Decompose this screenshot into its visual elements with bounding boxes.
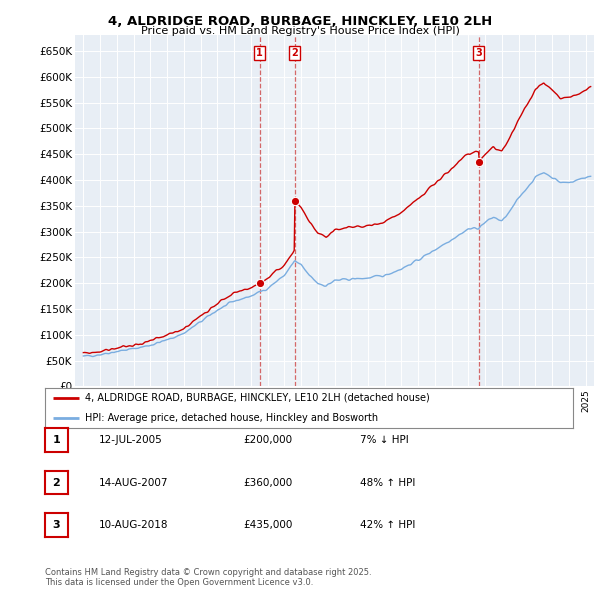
Text: 4, ALDRIDGE ROAD, BURBAGE, HINCKLEY, LE10 2LH (detached house): 4, ALDRIDGE ROAD, BURBAGE, HINCKLEY, LE1…: [85, 393, 430, 402]
Text: £360,000: £360,000: [243, 478, 292, 487]
Text: 10-AUG-2018: 10-AUG-2018: [99, 520, 169, 530]
Bar: [295, 35, 479, 386]
Text: 7% ↓ HPI: 7% ↓ HPI: [360, 435, 409, 445]
Text: 42% ↑ HPI: 42% ↑ HPI: [360, 520, 415, 530]
Text: HPI: Average price, detached house, Hinckley and Bosworth: HPI: Average price, detached house, Hinc…: [85, 413, 378, 422]
Text: 4, ALDRIDGE ROAD, BURBAGE, HINCKLEY, LE10 2LH: 4, ALDRIDGE ROAD, BURBAGE, HINCKLEY, LE1…: [108, 15, 492, 28]
Text: 3: 3: [53, 520, 60, 530]
Text: 1: 1: [53, 435, 60, 445]
Text: 1: 1: [256, 48, 263, 58]
Text: Price paid vs. HM Land Registry's House Price Index (HPI): Price paid vs. HM Land Registry's House …: [140, 26, 460, 36]
Text: 48% ↑ HPI: 48% ↑ HPI: [360, 478, 415, 487]
Text: £435,000: £435,000: [243, 520, 292, 530]
Text: £200,000: £200,000: [243, 435, 292, 445]
Text: 3: 3: [475, 48, 482, 58]
Text: 12-JUL-2005: 12-JUL-2005: [99, 435, 163, 445]
Text: 2: 2: [291, 48, 298, 58]
Text: Contains HM Land Registry data © Crown copyright and database right 2025.
This d: Contains HM Land Registry data © Crown c…: [45, 568, 371, 587]
Text: 14-AUG-2007: 14-AUG-2007: [99, 478, 169, 487]
Bar: [260, 35, 295, 386]
Text: 2: 2: [53, 478, 60, 487]
